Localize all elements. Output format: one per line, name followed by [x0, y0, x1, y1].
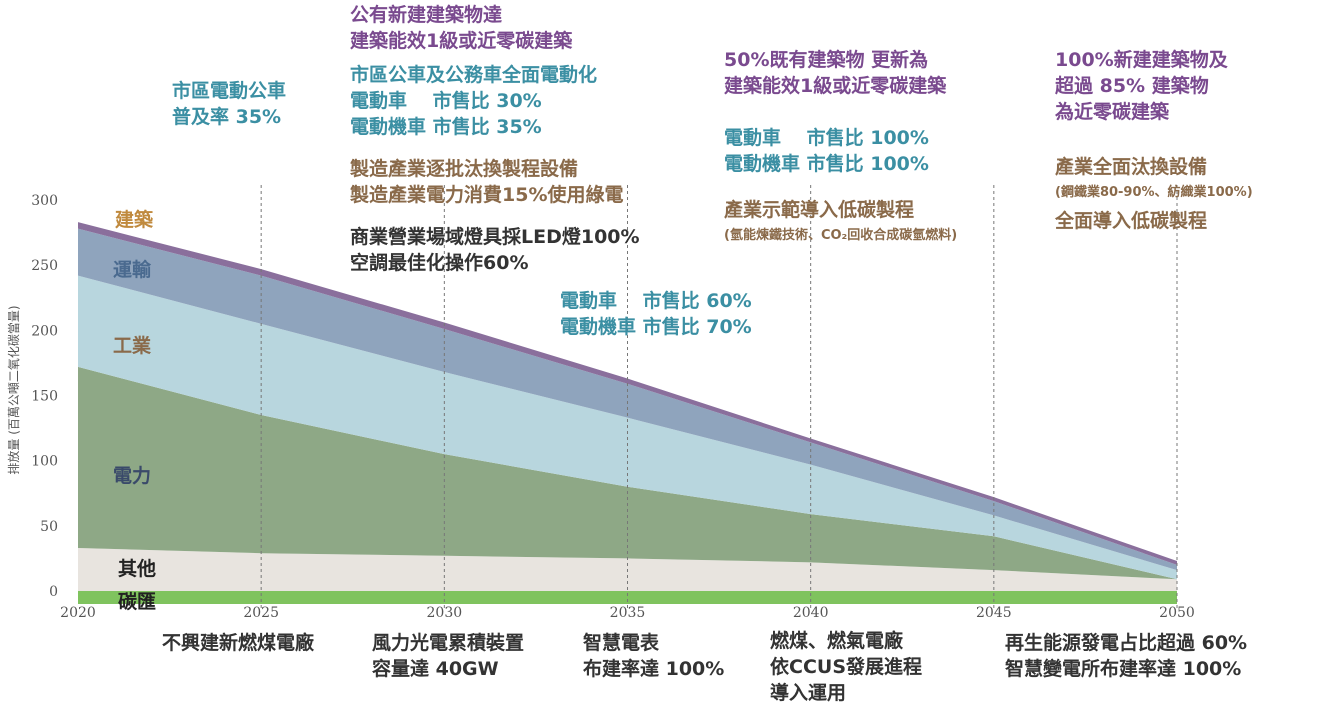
- area-建築: [78, 222, 1177, 565]
- y-tick-label: 300: [31, 193, 58, 209]
- annotation-line: 電動車 市售比 60%: [560, 290, 752, 312]
- annotation-line: 導入運用: [770, 682, 847, 705]
- annotation-2050-industry-2: 全面導入低碳製程: [1055, 208, 1207, 234]
- y-axis: 300 250 200 150 100 50 0: [31, 193, 58, 600]
- x-tick-label: 2035: [610, 605, 646, 621]
- annotation-line: 智慧電表: [583, 632, 660, 654]
- annotation-line: 100%新建建築物及: [1055, 49, 1228, 71]
- series-label-其他: 其他: [118, 557, 156, 580]
- annotation-line: 超過 85% 建築物: [1055, 75, 1209, 98]
- annotation-bottom-2050: 再生能源發電占比超過 60% 智慧變電所布建率達 100%: [1005, 630, 1247, 682]
- annotation-line: 布建率達 100%: [583, 658, 725, 681]
- annotation-line: 商業營業場域燈具採LED燈100%: [350, 226, 640, 248]
- annotation-2050-industry: 產業全面汰換設備: [1055, 154, 1207, 180]
- area-電力: [78, 366, 1177, 580]
- x-tick-label: 2045: [976, 605, 1012, 621]
- annotation-line: 製造產業逐批汰換製程設備: [350, 158, 579, 180]
- x-tick-label: 2025: [243, 605, 279, 621]
- x-tick-label: 2020: [60, 605, 96, 621]
- annotation-line: 風力光電累積裝置: [372, 632, 525, 654]
- series-label-建築: 建築: [115, 208, 154, 231]
- annotation-2050-building: 100%新建建築物及 超過 85% 建築物 為近零碳建築: [1055, 47, 1228, 126]
- annotation-line: 電動車 市售比 100%: [724, 127, 929, 149]
- y-tick-label: 200: [31, 323, 58, 339]
- annotation-line: 再生能源發電占比超過 60%: [1005, 632, 1248, 654]
- annotation-2030-industry: 製造產業逐批汰換製程設備 製造產業電力消費15%使用綠電: [350, 156, 623, 208]
- annotation-2035: 電動車 市售比 60% 電動機車 市售比 70%: [560, 288, 752, 340]
- annotation-line: 不興建新燃煤電廠: [162, 632, 315, 654]
- annotation-line: 製造產業電力消費15%使用綠電: [350, 184, 624, 207]
- annotation-line: 產業示範導入低碳製程: [724, 199, 915, 221]
- annotation-bottom-2035: 智慧電表 布建率達 100%: [583, 630, 724, 682]
- annotation-bottom-2040: 燃煤、燃氣電廠 依CCUS發展進程 導入運用: [770, 628, 922, 707]
- annotation-line: (氫能煉鐵技術、CO₂回收合成碳氫燃料): [724, 228, 958, 243]
- series-label-碳匯: 碳匯: [118, 590, 156, 613]
- annotation-line: 智慧變電所布建率達 100%: [1005, 658, 1242, 681]
- annotation-line: 市區公車及公務車全面電動化: [350, 64, 598, 86]
- annotation-2050-industry-note: (鋼鐵業80-90%、紡織業100%): [1055, 183, 1253, 204]
- annotation-2040-industry-note: (氫能煉鐵技術、CO₂回收合成碳氫燃料): [724, 226, 957, 247]
- y-tick-label: 250: [31, 258, 58, 274]
- annotation-line: 燃煤、燃氣電廠: [770, 630, 904, 652]
- annotation-line: 電動機車 市售比 70%: [560, 316, 752, 339]
- annotation-2030-transport: 市區公車及公務車全面電動化 電動車 市售比 30% 電動機車 市售比 35%: [350, 62, 597, 141]
- x-tick-label: 2050: [1159, 605, 1195, 621]
- annotation-2030-building: 公有新建建築物達 建築能效1級或近零碳建築: [350, 2, 572, 54]
- annotation-line: 為近零碳建築: [1055, 101, 1170, 124]
- area-運輸: [78, 228, 1177, 571]
- annotation-line: 電動機車 市售比 35%: [350, 116, 542, 139]
- series-label-工業: 工業: [113, 334, 152, 357]
- annotation-line: 普及率 35%: [172, 106, 282, 129]
- y-tick-label: 100: [31, 454, 58, 470]
- annotation-2040-transport: 電動車 市售比 100% 電動機車 市售比 100%: [724, 125, 929, 177]
- annotation-line: 全面導入低碳製程: [1055, 210, 1208, 232]
- annotation-line: 電動機車 市售比 100%: [724, 153, 929, 176]
- annotation-line: 電動車 市售比 30%: [350, 90, 542, 113]
- annotation-2025: 市區電動公車 普及率 35%: [172, 78, 286, 130]
- annotation-line: 依CCUS發展進程: [770, 656, 923, 679]
- y-tick-label: 0: [49, 584, 58, 600]
- annotation-bottom-2025: 不興建新燃煤電廠: [162, 630, 314, 656]
- annotation-2030-commercial: 商業營業場域燈具採LED燈100% 空調最佳化操作60%: [350, 224, 640, 276]
- annotation-line: 產業全面汰換設備: [1055, 156, 1208, 178]
- y-tick-label: 50: [40, 519, 58, 535]
- series-label-電力: 電力: [113, 464, 151, 487]
- annotation-line: 容量達 40GW: [372, 658, 499, 681]
- annotation-2040-industry: 產業示範導入低碳製程: [724, 197, 914, 223]
- annotation-bottom-2030: 風力光電累積裝置 容量達 40GW: [372, 630, 524, 682]
- area-碳匯: [78, 591, 1177, 605]
- annotation-line: 公有新建建築物達: [350, 4, 503, 26]
- x-tick-label: 2040: [793, 605, 829, 621]
- annotation-line: 建築能效1級或近零碳建築: [724, 75, 947, 98]
- x-tick-label: 2030: [427, 605, 463, 621]
- annotation-line: 建築能效1級或近零碳建築: [350, 30, 573, 53]
- annotation-line: 50%既有建築物 更新為: [724, 49, 929, 71]
- y-axis-label: 排放量 (百萬公噸二氧化碳當量): [6, 305, 21, 474]
- milestone-gridlines: [260, 185, 1178, 611]
- annotation-line: 市區電動公車: [172, 80, 287, 102]
- annotation-line: (鋼鐵業80-90%、紡織業100%): [1055, 185, 1253, 200]
- series-label-運輸: 運輸: [113, 258, 152, 281]
- x-axis: 2020 2025 2030 2035 2040 2045 2050: [60, 605, 1195, 621]
- annotation-2040-building: 50%既有建築物 更新為 建築能效1級或近零碳建築: [724, 47, 946, 99]
- annotation-line: 空調最佳化操作60%: [350, 252, 529, 275]
- y-tick-label: 150: [31, 389, 58, 405]
